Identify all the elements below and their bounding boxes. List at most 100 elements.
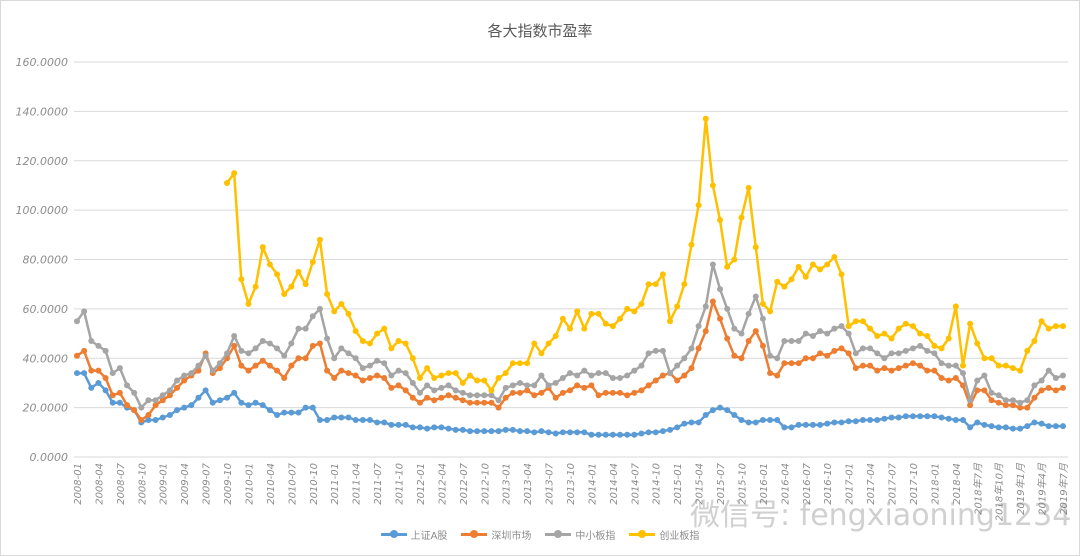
data-point: [595, 370, 602, 377]
data-point: [731, 325, 738, 332]
data-point: [909, 323, 916, 330]
data-point: [266, 362, 273, 369]
data-point: [838, 419, 845, 426]
x-tick-label: 2016-10: [823, 463, 834, 505]
x-tick-label: 2012-10: [480, 463, 491, 505]
data-point: [102, 375, 109, 381]
data-point: [259, 357, 266, 364]
data-point: [166, 392, 173, 399]
data-point: [924, 413, 931, 420]
data-point: [552, 379, 559, 386]
data-point: [817, 350, 824, 357]
data-point: [116, 365, 123, 372]
data-point: [452, 387, 459, 394]
data-point: [138, 416, 145, 423]
data-point: [1038, 318, 1045, 325]
data-point: [731, 412, 738, 419]
data-point: [374, 330, 381, 337]
data-point: [1045, 384, 1052, 391]
data-point: [359, 416, 366, 423]
data-point: [102, 387, 109, 394]
data-point: [831, 419, 838, 426]
data-point: [359, 377, 366, 384]
data-point: [459, 397, 466, 404]
data-point: [352, 355, 359, 362]
legend-item: 上证A股: [380, 527, 447, 542]
data-point: [366, 362, 373, 369]
data-point: [245, 300, 252, 307]
data-point: [602, 320, 609, 327]
data-point: [745, 337, 752, 344]
data-point: [295, 355, 302, 362]
data-point: [888, 335, 895, 342]
data-point: [116, 389, 123, 396]
data-point: [702, 303, 709, 310]
data-point: [524, 382, 531, 389]
data-point: [938, 414, 945, 421]
data-point: [452, 370, 459, 377]
data-point: [324, 291, 331, 298]
data-point: [609, 389, 616, 396]
data-point: [609, 375, 616, 381]
data-point: [881, 355, 888, 362]
data-point: [195, 362, 202, 369]
data-point: [924, 333, 931, 340]
data-point: [795, 263, 802, 270]
data-point: [681, 372, 688, 379]
data-point: [874, 333, 881, 340]
data-point: [888, 367, 895, 374]
data-point: [952, 303, 959, 310]
data-point: [702, 115, 709, 122]
data-point: [802, 421, 809, 428]
data-point: [374, 419, 381, 426]
data-point: [638, 387, 645, 394]
data-point: [1024, 423, 1031, 430]
data-point: [202, 352, 209, 359]
data-point: [95, 367, 102, 374]
data-point: [924, 347, 931, 354]
data-point: [409, 394, 416, 401]
data-point: [974, 419, 981, 426]
data-point: [345, 310, 352, 317]
data-point: [274, 367, 281, 374]
chart-title: 各大指数市盈率: [487, 22, 593, 40]
data-point: [945, 335, 952, 342]
data-point: [759, 300, 766, 307]
data-point: [931, 367, 938, 374]
data-point: [1038, 387, 1045, 394]
data-point: [745, 419, 752, 426]
data-point: [959, 370, 966, 377]
data-point: [74, 318, 80, 325]
x-tick-label: 2018年10月: [994, 462, 1006, 521]
data-point: [774, 372, 781, 379]
data-point: [516, 428, 523, 435]
data-point: [917, 330, 924, 337]
data-point: [617, 315, 624, 322]
x-tick-label: 2017-01: [845, 463, 856, 505]
data-point: [431, 387, 438, 394]
y-tick-label: 60.0000: [23, 303, 69, 316]
data-point: [388, 372, 395, 379]
data-point: [445, 425, 452, 432]
data-point: [752, 419, 759, 426]
data-point: [788, 424, 795, 431]
data-point: [238, 399, 245, 406]
data-point: [388, 345, 395, 352]
data-point: [424, 425, 431, 432]
data-point: [752, 244, 759, 251]
data-point: [581, 384, 588, 391]
data-point: [788, 360, 795, 367]
x-tick-label: 2011-04: [352, 463, 363, 505]
data-point: [216, 360, 223, 367]
legend-label: 中小板指: [575, 531, 616, 542]
data-point: [74, 352, 80, 359]
data-point: [502, 370, 509, 377]
data-point: [302, 281, 309, 288]
data-point: [559, 315, 566, 322]
data-point: [338, 345, 345, 352]
data-point: [88, 367, 95, 374]
data-point: [131, 389, 138, 396]
x-tick-label: 2009-07: [202, 462, 213, 504]
data-point: [138, 404, 145, 411]
